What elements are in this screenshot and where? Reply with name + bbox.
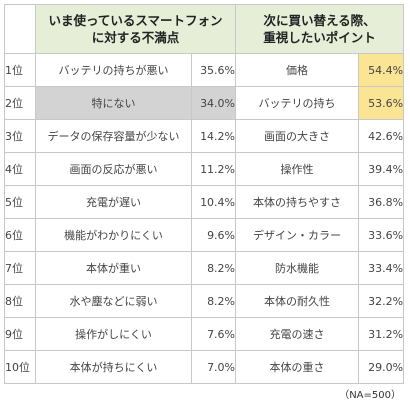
header-right: 次に買い替える際、 重視したいポイント	[235, 4, 405, 54]
sample-size-note: （NA=500）	[339, 390, 401, 401]
rank-cell: 7位	[4, 251, 36, 285]
table-row: 1位 バッテリの持ちが悪い 35.6% 価格 54.4%	[4, 53, 405, 87]
dissatisfaction-item: 操作がしにくい	[35, 317, 192, 351]
priority-percent: 39.4%	[358, 152, 405, 186]
priority-item: 本体の持ちやすさ	[235, 185, 360, 219]
rank-cell: 10位	[4, 350, 36, 384]
priority-percent: 31.2%	[358, 317, 405, 351]
dissatisfaction-item: 本体が持ちにくい	[35, 350, 192, 384]
rank-cell: 5位	[4, 185, 36, 219]
table-row: 9位 操作がしにくい 7.6% 充電の速さ 31.2%	[4, 317, 405, 351]
dissatisfaction-percent: 7.0%	[190, 350, 237, 384]
header-left-line2: に対する不満点	[91, 30, 180, 45]
rank-cell: 4位	[4, 152, 36, 186]
priority-percent: 36.8%	[358, 185, 405, 219]
priority-item: バッテリの持ち	[235, 86, 360, 120]
table-row: 2位 特にない 34.0% バッテリの持ち 53.6%	[4, 86, 405, 120]
priority-item: デザイン・カラー	[235, 218, 360, 252]
ranking-table: いま使っているスマートフォン に対する不満点 次に買い替える際、 重視したいポイント…	[4, 4, 405, 384]
dissatisfaction-percent: 9.6%	[190, 218, 237, 252]
dissatisfaction-item: 特にない	[35, 86, 192, 120]
header-right-line2: 重視したいポイント	[263, 30, 376, 45]
corner-cell	[4, 4, 36, 54]
table-row: 4位 画面の反応が悪い 11.2% 操作性 39.4%	[4, 152, 405, 186]
table-row: 7位 本体が重い 8.2% 防水機能 33.4%	[4, 251, 405, 285]
rank-cell: 6位	[4, 218, 36, 252]
table-row: 5位 充電が遅い 10.4% 本体の持ちやすさ 36.8%	[4, 185, 405, 219]
dissatisfaction-percent: 34.0%	[190, 86, 237, 120]
priority-item: 本体の重さ	[235, 350, 360, 384]
priority-percent: 53.6%	[358, 86, 405, 120]
dissatisfaction-percent: 11.2%	[190, 152, 237, 186]
priority-item: 充電の速さ	[235, 317, 360, 351]
dissatisfaction-percent: 7.6%	[190, 317, 237, 351]
dissatisfaction-percent: 8.2%	[190, 251, 237, 285]
priority-percent: 42.6%	[358, 119, 405, 153]
priority-item: 操作性	[235, 152, 360, 186]
header-row: いま使っているスマートフォン に対する不満点 次に買い替える際、 重視したいポイント	[4, 4, 405, 54]
table-row: 10位 本体が持ちにくい 7.0% 本体の重さ 29.0%	[4, 350, 405, 384]
dissatisfaction-item: データの保存容量が少ない	[35, 119, 192, 153]
dissatisfaction-percent: 8.2%	[190, 284, 237, 318]
dissatisfaction-item: 充電が遅い	[35, 185, 192, 219]
rank-cell: 8位	[4, 284, 36, 318]
header-right-line1: 次に買い替える際、	[263, 13, 376, 28]
priority-item: 画面の大きさ	[235, 119, 360, 153]
priority-percent: 33.4%	[358, 251, 405, 285]
priority-item: 価格	[235, 53, 360, 87]
dissatisfaction-item: バッテリの持ちが悪い	[35, 53, 192, 87]
dissatisfaction-item: 本体が重い	[35, 251, 192, 285]
priority-item: 本体の耐久性	[235, 284, 360, 318]
priority-percent: 29.0%	[358, 350, 405, 384]
priority-percent: 33.6%	[358, 218, 405, 252]
dissatisfaction-percent: 14.2%	[190, 119, 237, 153]
dissatisfaction-item: 画面の反応が悪い	[35, 152, 192, 186]
header-left: いま使っているスマートフォン に対する不満点	[34, 4, 237, 54]
table-row: 8位 水や塵などに弱い 8.2% 本体の耐久性 32.2%	[4, 284, 405, 318]
dissatisfaction-item: 機能がわかりにくい	[35, 218, 192, 252]
rank-cell: 2位	[4, 86, 36, 120]
dissatisfaction-percent: 10.4%	[190, 185, 237, 219]
rank-cell: 9位	[4, 317, 36, 351]
dissatisfaction-percent: 35.6%	[190, 53, 237, 87]
dissatisfaction-item: 水や塵などに弱い	[35, 284, 192, 318]
rank-cell: 1位	[4, 53, 36, 87]
header-left-line1: いま使っているスマートフォン	[48, 13, 223, 28]
priority-item: 防水機能	[235, 251, 360, 285]
priority-percent: 54.4%	[358, 53, 405, 87]
rank-cell: 3位	[4, 119, 36, 153]
table-row: 3位 データの保存容量が少ない 14.2% 画面の大きさ 42.6%	[4, 119, 405, 153]
table-row: 6位 機能がわかりにくい 9.6% デザイン・カラー 33.6%	[4, 218, 405, 252]
priority-percent: 32.2%	[358, 284, 405, 318]
